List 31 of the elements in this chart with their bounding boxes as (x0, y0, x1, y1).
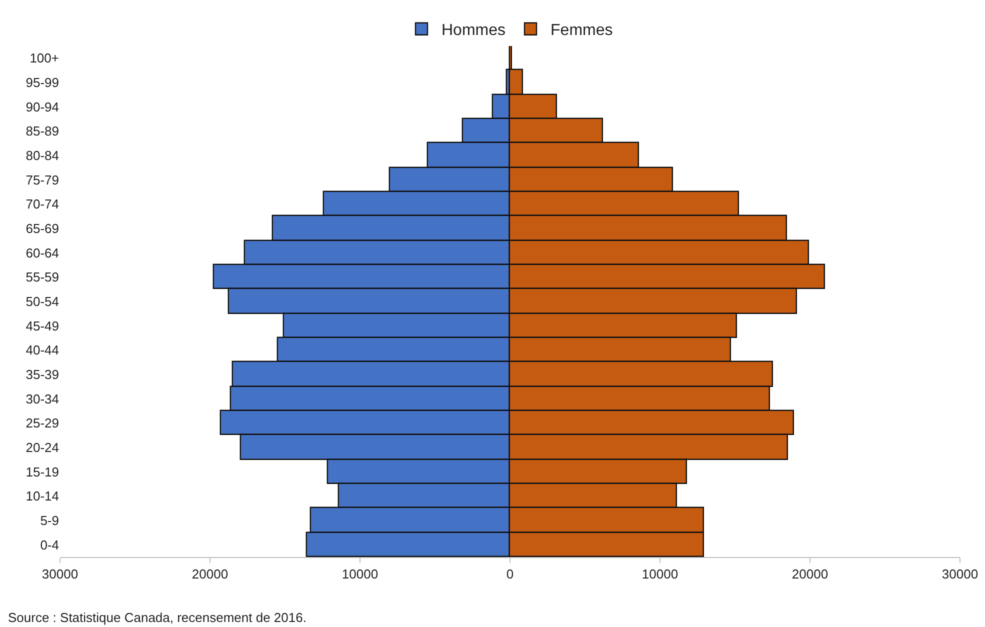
y-tick-label: 25-29 (26, 416, 59, 431)
y-tick-label: 40-44 (26, 342, 59, 358)
y-tick-label: 15-19 (26, 464, 59, 480)
y-tick-label: 20-24 (26, 440, 59, 456)
x-tick-label: 20000 (192, 566, 228, 582)
y-tick-label: 70-74 (26, 196, 59, 212)
legend-label: Femmes (550, 22, 613, 40)
y-tick-label: 65-69 (26, 221, 59, 236)
y-tick-label: 0-4 (40, 537, 59, 552)
x-tick-label: 30000 (42, 566, 78, 582)
y-tick-label: 45-49 (26, 318, 59, 334)
y-tick-label: 80-84 (26, 148, 59, 164)
y-tick-label: 85-89 (26, 124, 59, 139)
x-tick-label: 10000 (642, 566, 678, 582)
y-tick-label: 60-64 (26, 245, 59, 260)
y-tick-label: 50-54 (26, 294, 59, 310)
y-tick-label: 35-39 (26, 367, 59, 382)
x-tick-label: 30000 (942, 566, 978, 582)
x-tick-label: 10000 (342, 566, 378, 582)
source-note: Source : Statistique Canada, recensement de 2016. (8, 610, 306, 625)
y-tick-label: 10-14 (26, 488, 59, 504)
y-tick-label: 30-34 (26, 391, 59, 406)
y-tick-label: 55-59 (26, 270, 59, 285)
y-tick-label: 5-9 (40, 513, 59, 528)
y-tick-label: 100+ (30, 50, 59, 66)
legend-label: Hommes (442, 22, 506, 40)
y-tick-label: 75-79 (26, 172, 59, 188)
y-tick-label: 90-94 (26, 99, 59, 114)
y-tick-label: 95-99 (26, 75, 59, 90)
x-tick-label: 20000 (792, 566, 828, 582)
x-tick-label: 0 (506, 566, 514, 582)
